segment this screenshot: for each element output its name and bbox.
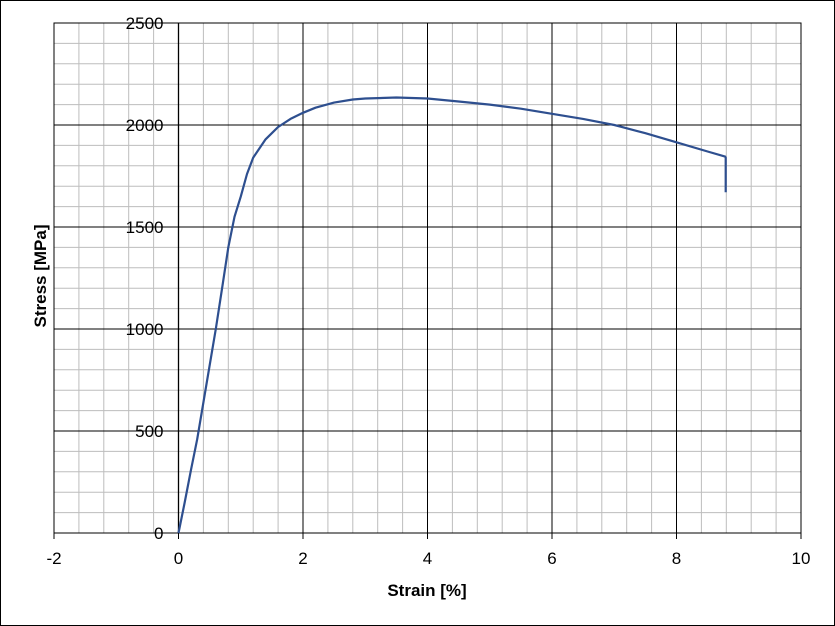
tick-marks xyxy=(53,22,802,539)
y-tick-label: 1500 xyxy=(126,218,164,237)
plot-area-border xyxy=(53,22,802,534)
y-tick-labels: 0 500 1000 1500 2000 2500 xyxy=(126,14,164,543)
x-tick-label: 10 xyxy=(792,549,811,568)
x-tick-labels: -2 0 2 4 6 8 10 xyxy=(46,549,810,568)
y-axis-title: Stress [MPa] xyxy=(31,225,50,328)
x-tick-label: 0 xyxy=(174,549,183,568)
x-tick-label: 8 xyxy=(672,549,681,568)
x-tick-label: -2 xyxy=(46,549,61,568)
x-tick-label: 4 xyxy=(423,549,432,568)
y-tick-label: 2000 xyxy=(126,116,164,135)
x-tick-label: 6 xyxy=(547,549,556,568)
series-layer xyxy=(177,96,727,534)
y-tick-label: 0 xyxy=(154,524,163,543)
x-axis-title: Strain [%] xyxy=(387,581,466,600)
series-line-0 xyxy=(177,96,727,534)
y-tick-label: 1000 xyxy=(126,320,164,339)
y-tick-label: 500 xyxy=(135,422,163,441)
y-tick-label: 2500 xyxy=(126,14,164,33)
x-tick-label: 2 xyxy=(298,549,307,568)
